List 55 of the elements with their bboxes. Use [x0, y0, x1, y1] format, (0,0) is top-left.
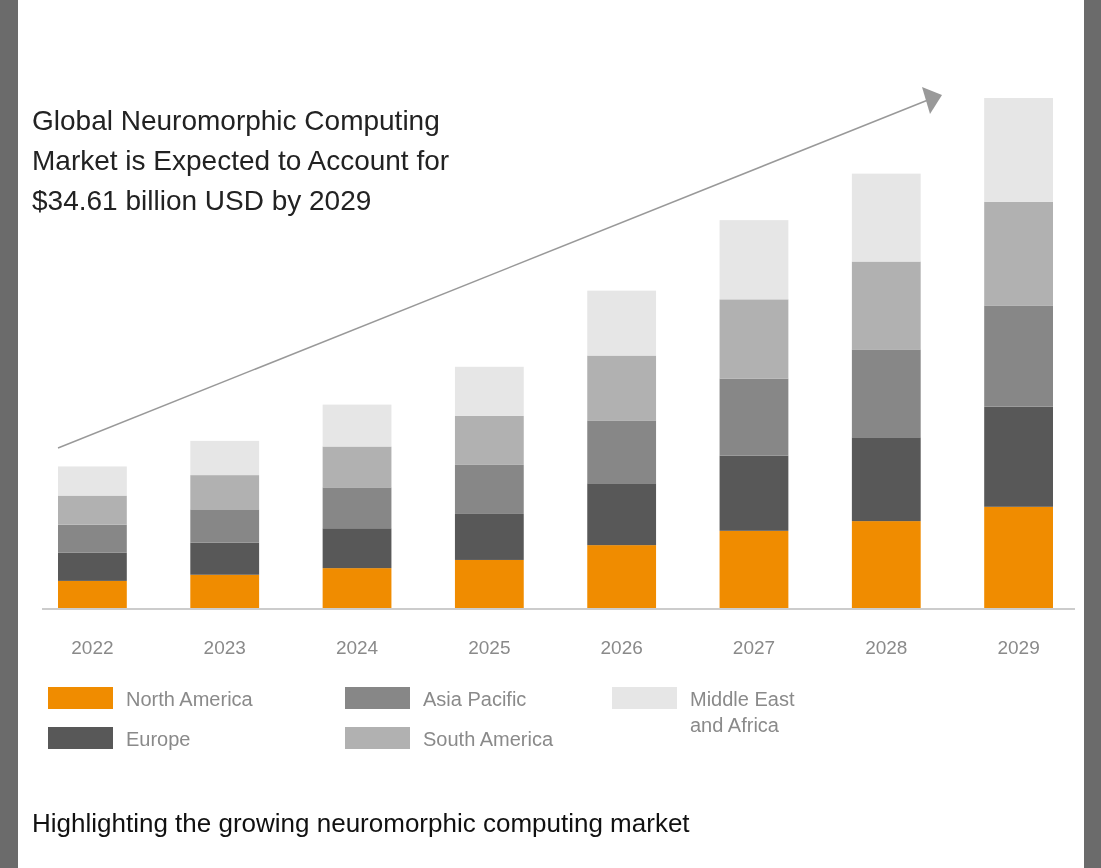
bar	[587, 355, 657, 421]
bar	[190, 509, 260, 543]
bar	[984, 406, 1053, 507]
bar	[454, 559, 524, 609]
bar	[719, 530, 789, 609]
bar	[322, 404, 392, 447]
bar	[190, 475, 260, 510]
x-tick-label: 2029	[997, 637, 1040, 658]
bar	[851, 173, 921, 262]
x-tick-label: 2027	[732, 637, 776, 658]
legend-label: South America	[423, 728, 554, 750]
bar	[719, 299, 789, 379]
bar	[984, 201, 1053, 306]
bar	[58, 552, 127, 581]
bar	[851, 349, 921, 438]
bar	[719, 220, 789, 300]
x-tick-label: 2025	[468, 637, 511, 658]
bar	[587, 420, 657, 484]
bar	[454, 366, 524, 416]
bar	[454, 415, 524, 465]
bar	[190, 542, 260, 575]
x-tick-label: 2026	[600, 637, 643, 658]
legend-label: Asia Pacific	[423, 688, 527, 710]
bar	[719, 455, 789, 531]
bar	[851, 261, 921, 350]
bar	[58, 466, 127, 496]
bar	[984, 305, 1053, 407]
legend-label: Middle East and Africa	[690, 688, 795, 736]
bar	[322, 446, 392, 488]
legend-label: Europe	[126, 728, 191, 750]
bar	[322, 568, 392, 609]
text: Global Neuromorphic Computing Market is Expected to Account for $34.61 billion USD by 2029	[32, 105, 450, 216]
bar	[851, 437, 921, 522]
x-tick-label: 2023	[203, 637, 246, 658]
bar	[322, 528, 392, 569]
bar	[984, 98, 1053, 202]
text: Highlighting the growing neuromorphic computing market	[32, 808, 691, 838]
bar	[984, 506, 1053, 609]
bar	[587, 483, 657, 546]
bar	[58, 580, 127, 609]
bar	[58, 495, 127, 525]
bar	[454, 464, 524, 514]
bar	[190, 574, 260, 609]
bar	[587, 545, 657, 609]
bar	[851, 521, 921, 609]
bar	[719, 378, 789, 456]
bar	[58, 524, 127, 553]
legend-label: North America	[126, 688, 254, 710]
bar	[190, 440, 260, 476]
x-tick-label: 2028	[865, 637, 908, 658]
x-tick-label: 2024	[335, 637, 379, 658]
bar	[454, 513, 524, 560]
bar	[587, 290, 657, 356]
x-tick-label: 2022	[71, 637, 114, 658]
bar	[322, 487, 392, 529]
